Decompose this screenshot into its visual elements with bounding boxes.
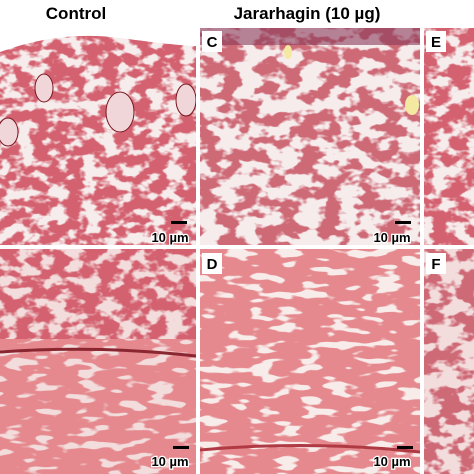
follicle (34, 73, 54, 103)
label-box (202, 31, 222, 52)
panel (424, 249, 474, 474)
tissue (200, 28, 420, 245)
scale-bar (397, 446, 413, 449)
scale-bar (173, 446, 189, 449)
follicle (405, 95, 419, 115)
tissue-edge (0, 28, 196, 52)
scale-bar-label: 10 µm (373, 230, 410, 245)
tissue (200, 249, 420, 474)
panel-label: C (207, 34, 218, 51)
tissue (424, 28, 474, 245)
follicle (175, 83, 196, 117)
column-header: Control (46, 4, 106, 23)
panel (200, 249, 420, 474)
follicle (105, 91, 135, 133)
panel (200, 28, 420, 245)
panel-label: E (431, 34, 441, 51)
tissue (424, 249, 474, 474)
scale-bar-label: 10 µm (151, 454, 188, 469)
follicle (0, 117, 19, 147)
tissue (0, 249, 196, 339)
scale-bar-label: 10 µm (373, 454, 410, 469)
follicle (284, 45, 292, 59)
label-box (202, 253, 222, 274)
panel-label: D (207, 256, 218, 273)
label-box (426, 31, 446, 52)
tissue (0, 339, 196, 474)
tissue-edge (200, 28, 420, 45)
tissue (0, 28, 196, 245)
panel-label: F (431, 256, 440, 273)
tissue-band (0, 347, 196, 358)
panel (0, 249, 196, 474)
scale-bar-label: 10 µm (151, 230, 188, 245)
panel (424, 28, 474, 245)
tissue-band (200, 443, 420, 454)
scale-bar (395, 221, 411, 224)
scale-bar (171, 221, 187, 224)
column-header: Jararhagin (10 µg) (234, 4, 381, 23)
panel (0, 28, 196, 245)
label-box (426, 253, 446, 274)
